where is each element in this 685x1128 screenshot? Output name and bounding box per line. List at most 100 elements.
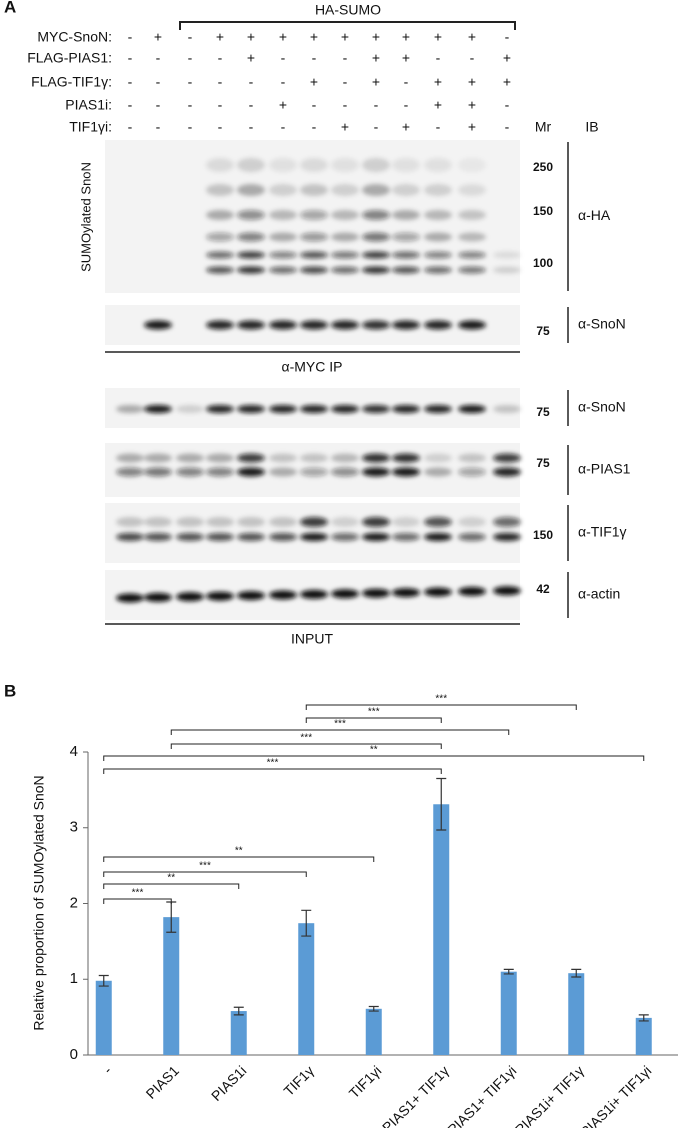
band [331,251,359,259]
lane-sign: - [343,97,348,113]
band [300,158,328,172]
row-label: TIF1γi: [69,119,112,135]
ip-label: α-MYC IP [282,359,343,375]
lane-sign: - [343,50,348,66]
band [424,453,452,463]
lane-sign: - [188,29,193,45]
lane-sign: + [341,119,349,135]
band [237,517,265,527]
band [300,320,328,330]
band [269,517,297,527]
lane-sign: - [312,50,317,66]
significance-bracket [103,856,375,862]
band [392,467,420,477]
band [331,589,359,599]
band [176,517,204,527]
error-bar [638,1014,649,1022]
lane-sign: + [279,97,287,113]
error-bar [368,1005,379,1012]
band [458,586,486,596]
band [176,453,204,463]
band [237,533,265,541]
error-bar [436,777,447,831]
lane-sign: - [374,119,379,135]
band [362,251,390,259]
lane-sign: + [372,74,380,90]
band [392,533,420,541]
band [424,405,452,413]
band [206,453,234,463]
band [392,588,420,598]
band [144,453,172,463]
band [362,405,390,413]
band [424,266,452,274]
lane-sign: - [249,119,254,135]
band [237,251,265,259]
bands [144,320,486,330]
significance-label: *** [199,861,211,872]
lane-sign: + [468,119,476,135]
lane-sign: - [156,119,161,135]
band [392,158,420,172]
lane-sign: - [436,50,441,66]
band [300,405,328,413]
band [206,232,234,242]
band [392,320,420,330]
bands [116,517,521,541]
band [392,184,420,196]
band [300,533,328,541]
band [362,467,390,477]
lane-sign: - [218,74,223,90]
ib-label: α-SnoN [578,316,626,332]
band [206,320,234,330]
lane-sign: - [312,119,317,135]
lane-sign: + [503,50,511,66]
lane-sign: - [505,119,510,135]
mr-marker: 75 [536,405,550,419]
band [300,453,328,463]
bracket [179,21,516,30]
band [362,517,390,527]
ib-header: IB [585,119,598,135]
band [300,589,328,599]
significance-bracket [103,768,442,774]
band [458,320,486,330]
x-tick-label: PIAS1+ TIF1γ [379,1062,452,1128]
lane-sign: - [156,97,161,113]
lane-sign: + [341,29,349,45]
band [493,266,521,274]
band [269,184,297,196]
panel-label: B [4,681,16,700]
band [269,453,297,463]
band [144,533,172,541]
band [144,592,172,602]
lane-sign: - [505,29,510,45]
band [362,533,390,541]
lane-sign: - [312,97,317,113]
lane-sign: + [310,29,318,45]
band [362,320,390,330]
ib-label: α-actin [578,586,620,602]
x-tick-label: PIAS1i+ TIF1γ [512,1062,587,1128]
bands [206,158,521,274]
band [392,517,420,527]
band [116,593,144,603]
lane-sign: + [402,119,410,135]
lane-sign: + [247,29,255,45]
band [392,453,420,463]
band [458,251,486,259]
band [392,251,420,259]
y-tick-label: 0 [70,1046,78,1063]
band [458,210,486,220]
mr-marker: 75 [536,456,550,470]
band [116,467,144,477]
band [493,405,521,413]
band [206,591,234,601]
error-bar [233,1006,244,1016]
band [237,453,265,463]
bar [365,1008,382,1055]
mr-marker: 100 [533,256,553,270]
input-label: INPUT [291,631,333,647]
mr-marker: 150 [533,204,553,218]
band [237,266,265,274]
